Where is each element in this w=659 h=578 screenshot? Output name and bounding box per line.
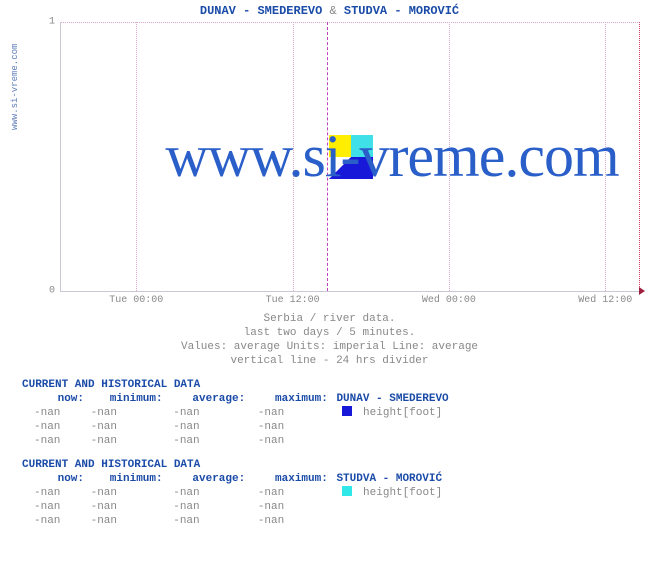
- swatch-icon: [342, 406, 352, 416]
- subtitle-line-3: Values: average Units: imperial Line: av…: [0, 340, 659, 354]
- xtick-2: Wed 00:00: [422, 295, 476, 306]
- grid-v-3: [449, 22, 450, 291]
- cell-min: -nan: [91, 514, 167, 528]
- logo-icon: [329, 135, 373, 179]
- chart-title: DUNAV - SMEDEREVO & STUDVA - MOROVIĆ: [0, 0, 659, 18]
- cell-min: -nan: [91, 500, 167, 514]
- data-header-0: CURRENT AND HISTORICAL DATA: [22, 378, 659, 392]
- table-row: -nan -nan -nan -nan height[foot]: [22, 406, 659, 420]
- grid-v-4: [605, 22, 606, 291]
- cell-max: -nan: [258, 434, 330, 448]
- metric-label: height[foot]: [363, 407, 442, 419]
- cell-max: -nan: [258, 406, 330, 420]
- cell-avg: -nan: [173, 486, 251, 500]
- col-now: now:: [22, 472, 84, 486]
- cell-now: -nan: [22, 420, 84, 434]
- swatch-icon: [342, 486, 352, 496]
- cell-avg: -nan: [173, 434, 251, 448]
- col-avg: average:: [169, 392, 245, 406]
- cell-min: -nan: [91, 406, 167, 420]
- table-row: -nan -nan -nan -nan: [22, 514, 659, 528]
- col-max: maximum:: [252, 472, 328, 486]
- grid-v-2: [293, 22, 294, 291]
- series-name-0: DUNAV - SMEDEREVO: [334, 392, 448, 406]
- table-row: -nan -nan -nan -nan: [22, 434, 659, 448]
- table-row: -nan -nan -nan -nan: [22, 500, 659, 514]
- cell-now: -nan: [22, 514, 84, 528]
- cell-now: -nan: [22, 434, 84, 448]
- x-axis-arrow-icon: [639, 287, 645, 295]
- chart-area: 1 0 Tue 00:00 Tue 12:00 Wed 00:00 Wed 12…: [60, 22, 640, 292]
- xtick-1: Tue 12:00: [266, 295, 320, 306]
- data-block-1: CURRENT AND HISTORICAL DATA now: minimum…: [22, 458, 659, 528]
- cell-min: -nan: [91, 434, 167, 448]
- xtick-3: Wed 12:00: [578, 295, 632, 306]
- subtitle-line-2: last two days / 5 minutes.: [0, 326, 659, 340]
- cell-now: -nan: [22, 486, 84, 500]
- y-axis-site-label: www.si-vreme.com: [10, 44, 20, 130]
- grid-h-1: [61, 22, 640, 23]
- cell-avg: -nan: [173, 406, 251, 420]
- xtick-0: Tue 00:00: [109, 295, 163, 306]
- cell-avg: -nan: [173, 514, 251, 528]
- cell-now: -nan: [22, 500, 84, 514]
- subtitle-line-4: vertical line - 24 hrs divider: [0, 354, 659, 368]
- col-avg: average:: [169, 472, 245, 486]
- data-header-1: CURRENT AND HISTORICAL DATA: [22, 458, 659, 472]
- cell-avg: -nan: [173, 500, 251, 514]
- col-min: minimum:: [91, 392, 163, 406]
- cell-max: -nan: [258, 500, 330, 514]
- metric-label: height[foot]: [363, 487, 442, 499]
- chart-subtitle: Serbia / river data. last two days / 5 m…: [0, 312, 659, 368]
- plot-frame: 1 0 Tue 00:00 Tue 12:00 Wed 00:00 Wed 12…: [60, 22, 640, 292]
- cell-avg: -nan: [173, 420, 251, 434]
- title-ampersand: &: [330, 4, 337, 18]
- table-row: -nan -nan -nan -nan: [22, 420, 659, 434]
- cell-max: -nan: [258, 486, 330, 500]
- grid-v-1: [136, 22, 137, 291]
- cell-max: -nan: [258, 514, 330, 528]
- col-min: minimum:: [91, 472, 163, 486]
- ytick-0: 0: [49, 286, 55, 297]
- series-name-1: STUDVA - MOROVIĆ: [334, 472, 442, 486]
- col-max: maximum:: [252, 392, 328, 406]
- right-edge-line: [639, 22, 640, 291]
- data-block-0: CURRENT AND HISTORICAL DATA now: minimum…: [22, 378, 659, 448]
- title-series-b: STUDVA - MOROVIĆ: [344, 4, 459, 18]
- col-now: now:: [22, 392, 84, 406]
- cell-min: -nan: [91, 486, 167, 500]
- subtitle-line-1: Serbia / river data.: [0, 312, 659, 326]
- table-row: -nan -nan -nan -nan height[foot]: [22, 486, 659, 500]
- cell-now: -nan: [22, 406, 84, 420]
- cell-max: -nan: [258, 420, 330, 434]
- ytick-1: 1: [49, 17, 55, 28]
- cell-min: -nan: [91, 420, 167, 434]
- title-series-a: DUNAV - SMEDEREVO: [200, 4, 322, 18]
